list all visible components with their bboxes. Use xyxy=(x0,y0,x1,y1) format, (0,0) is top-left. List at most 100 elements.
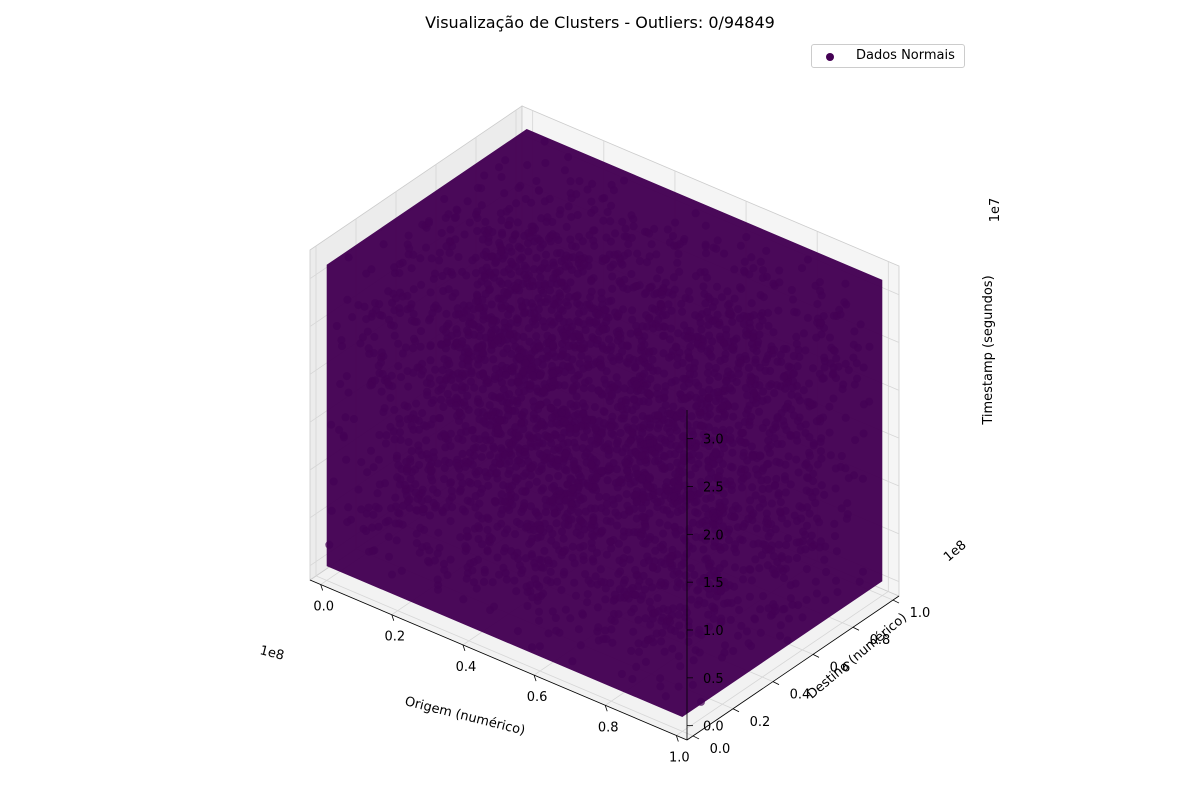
data-point xyxy=(503,525,512,534)
data-point xyxy=(467,377,475,386)
data-point xyxy=(756,257,765,266)
data-point xyxy=(683,439,692,448)
data-point xyxy=(705,314,714,323)
data-point xyxy=(417,327,425,336)
data-point xyxy=(666,335,674,344)
data-point xyxy=(767,499,776,508)
data-point xyxy=(718,425,727,434)
data-point xyxy=(448,493,456,502)
data-point xyxy=(743,312,752,321)
data-point xyxy=(520,408,529,417)
data-point xyxy=(515,456,524,464)
data-point xyxy=(520,499,529,508)
data-point xyxy=(728,448,737,457)
data-point xyxy=(688,544,697,553)
data-point xyxy=(675,570,684,579)
data-point xyxy=(514,183,523,192)
data-point xyxy=(711,364,720,372)
data-point xyxy=(672,442,681,450)
data-point xyxy=(684,379,693,388)
data-point xyxy=(415,548,424,557)
data-point xyxy=(677,506,686,515)
data-point xyxy=(855,577,864,586)
data-point xyxy=(764,321,773,330)
data-point xyxy=(745,565,754,574)
data-point xyxy=(540,546,549,555)
data-point xyxy=(834,362,843,371)
data-point xyxy=(535,438,544,447)
data-point xyxy=(524,457,533,466)
data-point xyxy=(705,622,714,631)
data-point xyxy=(698,342,707,350)
data-point xyxy=(641,523,650,531)
data-point xyxy=(400,481,409,489)
data-point xyxy=(746,377,755,386)
data-point xyxy=(488,316,497,325)
data-point xyxy=(487,300,496,309)
data-point xyxy=(803,313,812,322)
data-point xyxy=(714,472,723,481)
data-point xyxy=(497,444,506,453)
data-point xyxy=(521,451,530,460)
data-point xyxy=(837,452,846,460)
data-point xyxy=(407,264,416,273)
data-point xyxy=(446,225,455,234)
data-point xyxy=(456,472,465,481)
data-point xyxy=(770,569,779,578)
data-point xyxy=(579,494,588,503)
data-point xyxy=(475,499,484,508)
data-point xyxy=(572,392,581,401)
data-point xyxy=(730,336,738,345)
data-point xyxy=(770,389,779,398)
data-point xyxy=(597,288,606,297)
data-point xyxy=(525,233,534,242)
data-point xyxy=(579,340,588,349)
data-point xyxy=(784,452,793,461)
data-point xyxy=(430,556,439,565)
data-point xyxy=(667,324,675,333)
data-point xyxy=(468,256,477,265)
data-point xyxy=(479,444,488,453)
x-tick-label: 0.2 xyxy=(384,630,405,645)
data-point xyxy=(731,540,740,549)
data-point xyxy=(584,255,593,264)
data-point xyxy=(627,233,636,242)
data-point xyxy=(431,365,440,374)
data-point xyxy=(552,541,561,550)
data-point xyxy=(790,307,799,316)
data-point xyxy=(600,419,609,428)
data-point xyxy=(556,249,565,257)
data-point xyxy=(374,504,383,513)
data-point xyxy=(691,209,700,218)
data-point xyxy=(443,390,452,398)
data-point xyxy=(657,300,666,309)
data-point xyxy=(523,522,532,531)
data-point xyxy=(501,459,510,468)
data-point xyxy=(785,614,793,623)
data-point xyxy=(555,210,564,219)
x-tick xyxy=(675,735,679,742)
data-point xyxy=(568,542,577,551)
data-point xyxy=(793,554,801,562)
data-point xyxy=(704,321,713,329)
data-point xyxy=(368,547,377,555)
data-point xyxy=(730,402,739,411)
data-point xyxy=(570,559,579,568)
data-point xyxy=(716,532,724,541)
data-point xyxy=(704,423,713,432)
data-point xyxy=(480,568,489,577)
data-point xyxy=(720,412,729,421)
data-point xyxy=(624,439,633,448)
data-point xyxy=(613,521,622,530)
data-point xyxy=(776,631,785,640)
data-point xyxy=(716,335,725,344)
data-point xyxy=(554,311,563,320)
data-point xyxy=(608,412,617,421)
data-point xyxy=(850,380,859,389)
data-point xyxy=(720,477,729,486)
data-point xyxy=(645,390,654,399)
data-point xyxy=(739,575,747,584)
data-point xyxy=(429,453,438,462)
data-point xyxy=(788,383,797,392)
data-point xyxy=(717,293,726,302)
